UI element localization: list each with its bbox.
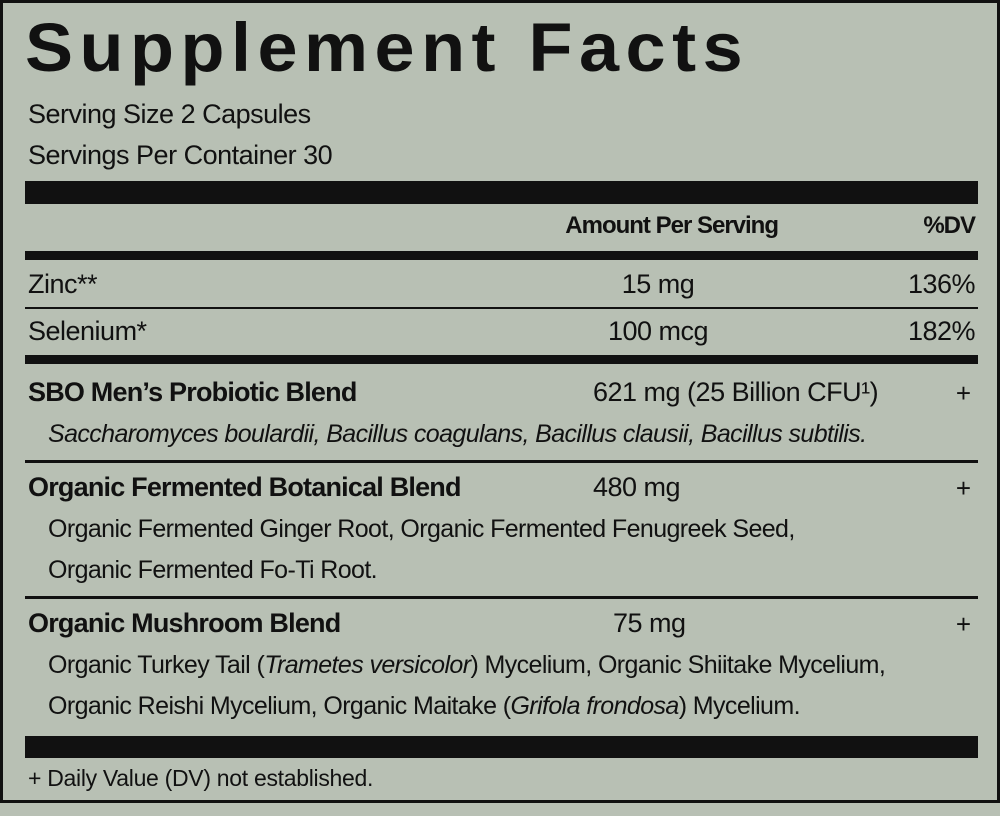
- blend-amount: 75 mg: [613, 608, 686, 638]
- blend-name: Organic Mushroom Blend: [28, 608, 341, 638]
- servings-per-container: Servings Per Container 30: [28, 140, 333, 170]
- ingredient-text: ) Mycelium, Organic Shiitake Mycelium,: [470, 651, 886, 679]
- blend-amount: 480 mg: [593, 472, 681, 502]
- dv-header: %DV: [923, 212, 976, 239]
- ingredient-text: Organic Fermented Ginger Root, Organic F…: [48, 515, 795, 543]
- rule: [25, 460, 978, 463]
- blend-name: Organic Fermented Botanical Blend: [28, 472, 462, 502]
- blend-name: SBO Men’s Probiotic Blend: [28, 377, 357, 407]
- rule: [25, 736, 978, 758]
- nutrient-amount: 15 mg: [621, 269, 695, 299]
- nutrient-name: Zinc**: [28, 269, 98, 299]
- ingredient-text: Organic Reishi Mycelium, Organic Maitake…: [48, 692, 511, 720]
- rule: [25, 355, 978, 364]
- rule: [25, 181, 978, 204]
- blend-dv: +: [955, 473, 971, 503]
- nutrient-dv: 182%: [907, 316, 976, 346]
- ingredient-italic: Grifola frondosa: [510, 692, 679, 720]
- ingredient-line: Organic Reishi Mycelium, Organic Maitake…: [48, 692, 801, 721]
- ingredient-text: ) Mycelium.: [678, 692, 801, 720]
- rule: [25, 251, 978, 260]
- rule: [25, 307, 978, 309]
- ingredient-line: Organic Fermented Fo-Ti Root.: [48, 556, 378, 585]
- serving-size: Serving Size 2 Capsules: [28, 99, 311, 129]
- blend-dv: +: [955, 378, 971, 408]
- blend-amount: 621 mg (25 Billion CFU¹): [593, 377, 879, 407]
- ingredient-line: Organic Turkey Tail (Trametes versicolor…: [48, 651, 886, 680]
- amount-header: Amount Per Serving: [565, 212, 779, 239]
- nutrient-amount: 100 mcg: [607, 316, 709, 346]
- nutrient-name: Selenium*: [28, 316, 147, 346]
- footnote: + Daily Value (DV) not established.: [28, 765, 374, 791]
- rule: [25, 596, 978, 599]
- ingredient-line: Organic Fermented Ginger Root, Organic F…: [48, 515, 795, 544]
- ingredient-text: Organic Turkey Tail (: [48, 651, 265, 679]
- blend-dv: +: [955, 609, 971, 639]
- ingredient-italic: Trametes versicolor: [264, 651, 471, 679]
- nutrient-dv: 136%: [907, 269, 976, 299]
- ingredient-italic: Saccharomyces boulardii, Bacillus coagul…: [48, 420, 867, 448]
- ingredient-text: Organic Fermented Fo-Ti Root.: [48, 556, 378, 584]
- ingredient-line: Saccharomyces boulardii, Bacillus coagul…: [48, 420, 867, 449]
- title: Supplement Facts: [25, 10, 750, 87]
